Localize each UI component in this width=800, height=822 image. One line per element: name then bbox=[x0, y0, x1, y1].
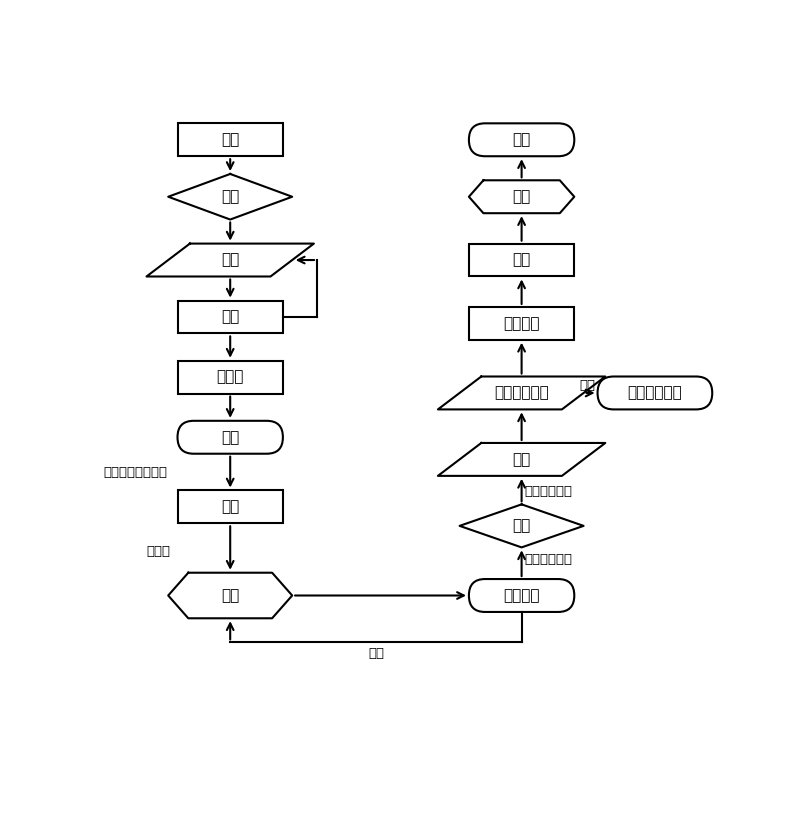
Text: 漂白: 漂白 bbox=[513, 519, 530, 533]
Text: 过氧化氢溶液: 过氧化氢溶液 bbox=[525, 553, 573, 566]
Text: 过筛: 过筛 bbox=[221, 310, 239, 325]
Text: 浸泡: 浸泡 bbox=[221, 430, 239, 445]
Text: 挑拣: 挑拣 bbox=[221, 189, 239, 204]
Text: 酒精脱水: 酒精脱水 bbox=[503, 316, 540, 330]
Bar bbox=[178, 123, 283, 156]
Text: 海藻蛋白饲料: 海藻蛋白饲料 bbox=[627, 386, 682, 400]
Bar bbox=[469, 307, 574, 339]
Text: 裂解: 裂解 bbox=[513, 452, 530, 467]
Text: 高速离心精滤: 高速离心精滤 bbox=[494, 386, 549, 400]
Bar bbox=[178, 301, 283, 334]
Text: 烘干: 烘干 bbox=[513, 189, 530, 204]
Text: 海带粉: 海带粉 bbox=[217, 370, 244, 385]
Text: 离心过滤: 离心过滤 bbox=[503, 588, 540, 603]
Text: 纤维素复合酶制剂: 纤维素复合酶制剂 bbox=[103, 465, 167, 478]
Text: 褐藻胶裂解酶: 褐藻胶裂解酶 bbox=[525, 484, 573, 497]
Bar bbox=[469, 243, 574, 276]
Text: 消化: 消化 bbox=[221, 588, 239, 603]
Text: 粉碎: 粉碎 bbox=[221, 252, 239, 267]
Text: 酶解: 酶解 bbox=[221, 500, 239, 515]
Text: 碳酸钠: 碳酸钠 bbox=[146, 545, 170, 557]
Text: 海带: 海带 bbox=[221, 132, 239, 147]
Bar bbox=[178, 361, 283, 394]
Text: 滤渣: 滤渣 bbox=[579, 379, 595, 392]
Text: 包装: 包装 bbox=[513, 132, 530, 147]
Bar bbox=[178, 491, 283, 524]
Text: 滤渣: 滤渣 bbox=[368, 647, 384, 660]
Text: 粉碎: 粉碎 bbox=[513, 252, 530, 267]
